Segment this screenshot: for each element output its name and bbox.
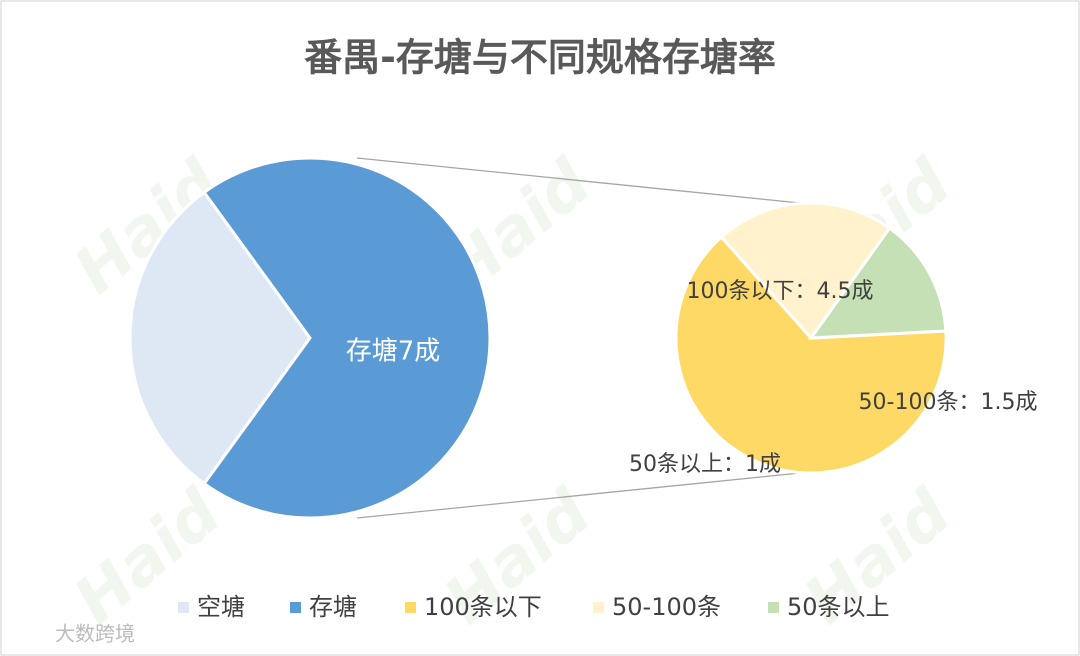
data-label: 100条以下：4.5成 [687, 279, 874, 304]
legend: 空塘 存塘 100条以下 50-100条 50条以上 [178, 593, 890, 621]
legend-swatch [768, 602, 779, 613]
legend-label: 100条以下 [424, 593, 542, 621]
connector-line [356, 157, 801, 204]
pie-slice [719, 201, 892, 341]
pie-slice [807, 226, 948, 340]
pie-slice [128, 190, 312, 486]
legend-label: 存塘 [309, 593, 357, 621]
chart-title: 番禺-存塘与不同规格存塘率 [304, 36, 776, 80]
legend-swatch [178, 602, 189, 613]
connector-line [356, 472, 801, 519]
data-label: 50-100条：1.5成 [859, 390, 1038, 415]
pie-slice [674, 234, 948, 475]
legend-swatch [290, 602, 301, 613]
legend-label: 空塘 [197, 593, 245, 621]
labels: 存塘7成 100条以下：4.5成 50-100条：1.5成 50条以上：1成 [346, 279, 1038, 477]
pie-slice [202, 156, 492, 520]
data-label: 50条以上：1成 [629, 452, 781, 477]
legend-label: 50-100条 [612, 593, 721, 621]
legend-swatch [593, 602, 604, 613]
legend-swatch [405, 602, 416, 613]
footer-watermark: 大数跨境 [55, 622, 135, 646]
pies [128, 156, 948, 520]
data-label: 存塘7成 [346, 337, 441, 367]
legend-label: 50条以上 [787, 593, 890, 621]
